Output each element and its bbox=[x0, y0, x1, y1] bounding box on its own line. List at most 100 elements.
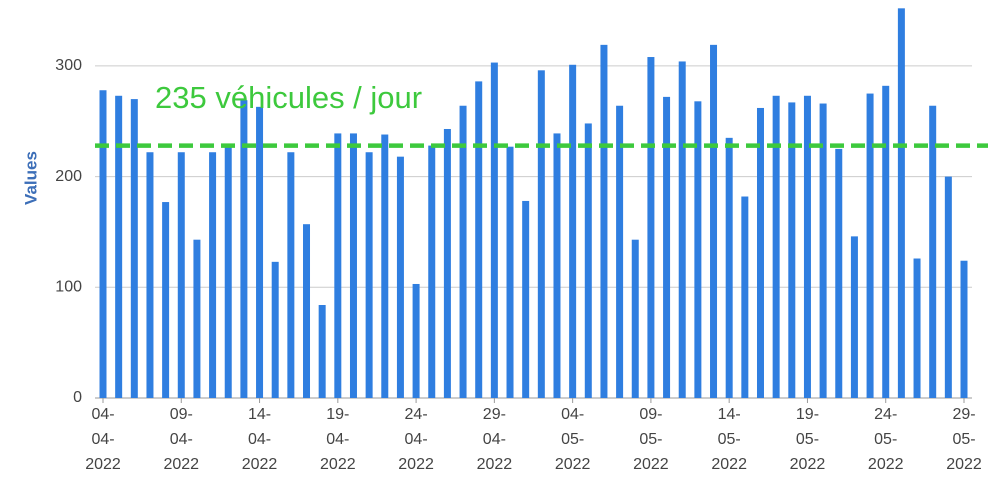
bar bbox=[866, 93, 874, 398]
x-tick-label: 24- 05- 2022 bbox=[868, 406, 904, 473]
bar bbox=[240, 100, 248, 399]
bar bbox=[349, 133, 357, 398]
x-tick-label: 29- 04- 2022 bbox=[477, 406, 513, 473]
x-tick-label-line: 29- bbox=[952, 406, 975, 423]
x-tick-label: 04- 05- 2022 bbox=[555, 406, 591, 473]
bar bbox=[553, 133, 561, 398]
bar bbox=[209, 152, 217, 398]
bar bbox=[537, 70, 545, 398]
x-tick-label-line: 24- bbox=[874, 406, 897, 423]
y-tick-label: 300 bbox=[55, 57, 82, 74]
bar bbox=[616, 105, 624, 398]
x-tick-label-line: 05- bbox=[874, 431, 897, 448]
x-tick-label-line: 2022 bbox=[163, 456, 199, 473]
bar bbox=[412, 283, 420, 398]
annotation: 235 véhicules / jour bbox=[155, 80, 422, 115]
x-tick-label-line: 19- bbox=[326, 406, 349, 423]
y-tick-label: 200 bbox=[55, 168, 82, 185]
x-tick-label-line: 04- bbox=[326, 431, 349, 448]
bar bbox=[835, 148, 843, 398]
x-tick-label-line: 2022 bbox=[85, 456, 121, 473]
bar bbox=[271, 261, 279, 398]
bar bbox=[772, 95, 780, 398]
bar bbox=[631, 239, 639, 398]
x-tick-label: 19- 05- 2022 bbox=[790, 406, 826, 473]
x-tick-label-line: 2022 bbox=[946, 456, 982, 473]
x-tick-label-line: 04- bbox=[91, 406, 114, 423]
bar bbox=[256, 106, 264, 398]
bar bbox=[318, 305, 326, 398]
x-tick-label: 29- 05- 2022 bbox=[946, 406, 982, 473]
x-tick-label-line: 09- bbox=[639, 406, 662, 423]
bar bbox=[193, 239, 201, 398]
bar bbox=[897, 8, 905, 398]
bar bbox=[710, 44, 718, 399]
x-tick-label-line: 2022 bbox=[477, 456, 513, 473]
bar bbox=[99, 90, 107, 399]
x-tick-label-line: 04- bbox=[483, 431, 506, 448]
x-tick-label-line: 2022 bbox=[398, 456, 434, 473]
bar bbox=[475, 81, 483, 398]
bar bbox=[929, 105, 937, 398]
x-tick-label-line: 2022 bbox=[320, 456, 356, 473]
bar bbox=[443, 128, 451, 398]
bar bbox=[130, 99, 138, 398]
bar bbox=[678, 61, 686, 398]
bar bbox=[506, 146, 514, 398]
bar bbox=[647, 57, 655, 399]
bar bbox=[882, 85, 890, 398]
x-tick-label: 04- 04- 2022 bbox=[85, 406, 121, 473]
x-tick-label-line: 24- bbox=[405, 406, 428, 423]
bar bbox=[459, 105, 467, 398]
x-tick-label-line: 04- bbox=[170, 431, 193, 448]
x-tick-label-line: 05- bbox=[561, 431, 584, 448]
bar bbox=[788, 102, 796, 399]
bar bbox=[177, 152, 185, 398]
bar bbox=[913, 258, 921, 398]
bar bbox=[287, 152, 295, 398]
x-tick-label-line: 19- bbox=[796, 406, 819, 423]
bar bbox=[960, 260, 968, 398]
x-tick-label-line: 04- bbox=[91, 431, 114, 448]
bar bbox=[725, 137, 733, 398]
bar bbox=[569, 64, 577, 399]
bar bbox=[803, 95, 811, 398]
bar bbox=[600, 44, 608, 399]
bar bbox=[756, 107, 764, 399]
x-tick-label-line: 14- bbox=[718, 406, 741, 423]
bar bbox=[584, 123, 592, 398]
bar bbox=[146, 152, 154, 398]
bar bbox=[381, 134, 389, 399]
x-tick-label-line: 05- bbox=[796, 431, 819, 448]
y-axis-label: Values bbox=[21, 151, 40, 205]
bar bbox=[819, 103, 827, 398]
bar bbox=[115, 95, 123, 398]
bar bbox=[663, 96, 671, 398]
x-tick-label-line: 2022 bbox=[711, 456, 747, 473]
x-tick-label-line: 04- bbox=[248, 431, 271, 448]
x-tick-label: 14- 04- 2022 bbox=[242, 406, 278, 473]
bar bbox=[522, 200, 530, 398]
x-tick-label-line: 09- bbox=[170, 406, 193, 423]
bar bbox=[850, 236, 858, 398]
bar bbox=[741, 196, 749, 398]
x-tick-label-line: 2022 bbox=[555, 456, 591, 473]
x-tick-label: 14- 05- 2022 bbox=[711, 406, 747, 473]
x-tick-label: 19- 04- 2022 bbox=[320, 406, 356, 473]
x-tick-label-line: 2022 bbox=[868, 456, 904, 473]
bar bbox=[694, 101, 702, 398]
x-tick-label-line: 05- bbox=[718, 431, 741, 448]
x-tick-label-line: 2022 bbox=[633, 456, 669, 473]
bar bbox=[334, 133, 342, 398]
x-tick-label-line: 2022 bbox=[242, 456, 278, 473]
bar bbox=[303, 224, 311, 398]
y-tick-label: 0 bbox=[73, 389, 82, 406]
y-tick-label: 100 bbox=[55, 279, 82, 296]
x-tick-label-line: 05- bbox=[639, 431, 662, 448]
bar bbox=[490, 62, 498, 399]
bar bbox=[162, 202, 170, 398]
bar bbox=[428, 145, 436, 398]
bar bbox=[224, 145, 232, 398]
bar bbox=[365, 152, 373, 398]
